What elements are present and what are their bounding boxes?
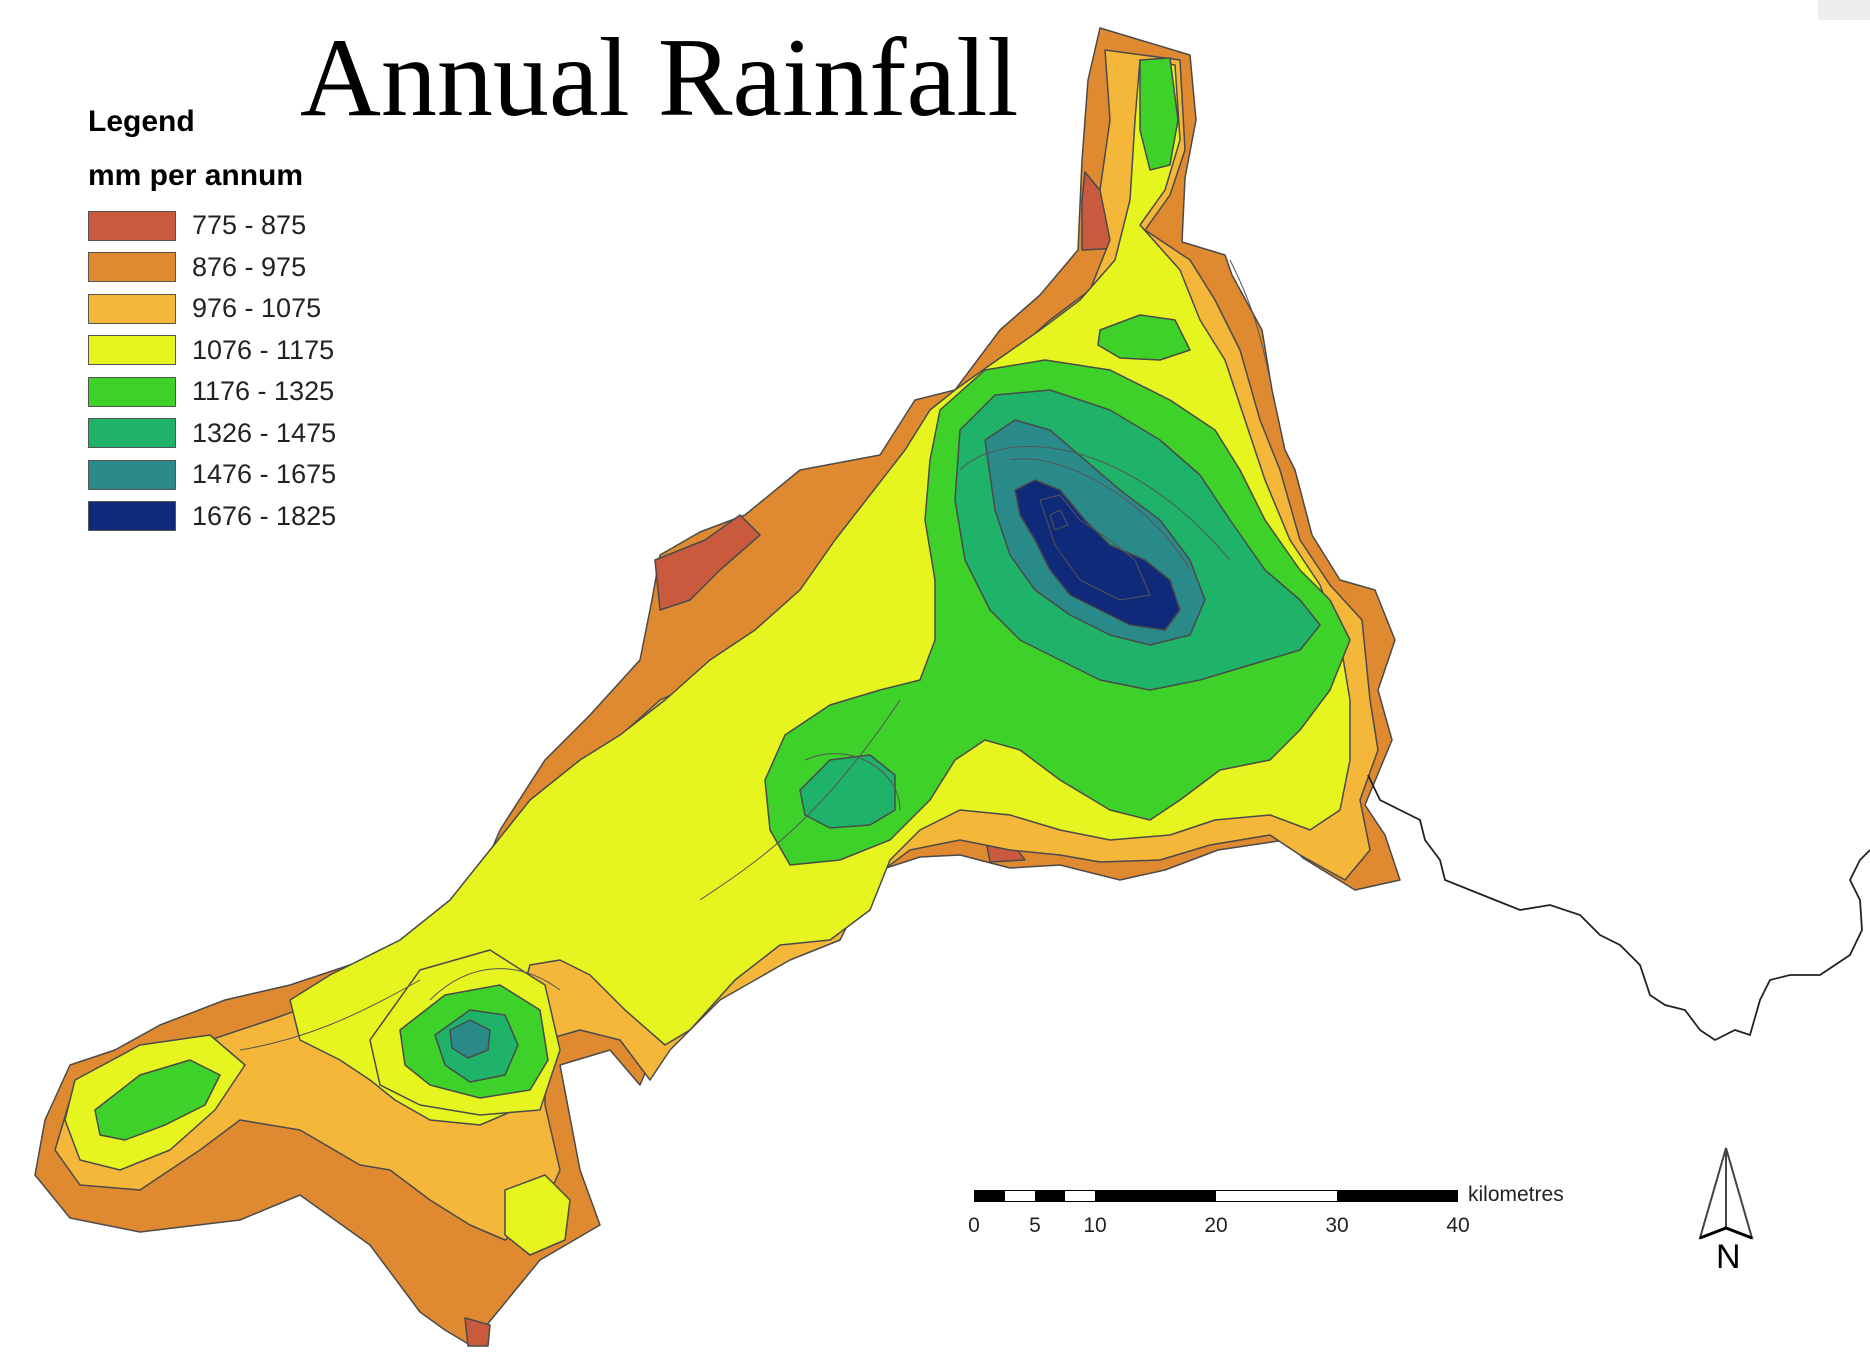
zone-1176-1325 [94,1059,221,1141]
zone-1176-1325 [1139,57,1179,171]
legend-swatch [88,335,176,366]
legend-item: 1176 - 1325 [88,371,336,413]
legend-label: 1176 - 1325 [192,376,335,407]
legend-label: 1676 - 1825 [192,500,337,531]
legend-swatch [88,376,176,407]
legend-item: 1076 - 1175 [88,330,336,372]
legend-item: 876 - 975 [88,247,336,289]
legend-heading: Legend [88,105,195,138]
legend-swatch [88,501,176,532]
legend-item: 775 - 875 [88,205,336,247]
scale-tick: 10 [1083,1214,1107,1237]
scale-tick: 5 [1029,1214,1041,1237]
zone-1326-1475 [799,754,896,829]
legend-item: 976 - 1075 [88,288,336,330]
scale-bar: 0 5 10 20 30 40 kilometres [968,1183,1592,1256]
zone-775-875 [464,1317,491,1347]
north-arrow-icon [1698,1147,1754,1240]
neighbor-coastline [1367,774,1870,1042]
zone-1076-1175 [504,1174,571,1256]
zone-1176-1325 [1097,314,1191,361]
scale-tick: 40 [1446,1214,1470,1237]
legend-item: 1676 - 1825 [88,496,336,538]
legend-swatch [88,252,176,283]
legend-label: 775 - 875 [192,210,307,241]
zone-1676-1825 [1014,479,1181,631]
legend-swatch [88,459,176,490]
map-title: Annual Rainfall [300,16,1019,140]
zone-775-875 [654,514,761,611]
legend-item: 1476 - 1675 [88,454,336,496]
zone-1476-1675 [449,1019,491,1059]
legend: Legend mm per annum 775 - 875 876 - 975 … [88,105,336,537]
corner-tab [1818,0,1870,20]
north-label: N [1716,1238,1741,1276]
legend-label: 1326 - 1475 [192,417,337,448]
legend-label: 1076 - 1175 [192,334,335,365]
legend-swatch [88,293,176,324]
legend-unit: mm per annum [88,159,304,192]
scale-unit: kilometres [1468,1183,1564,1206]
legend-label: 1476 - 1675 [192,459,337,490]
scale-tick: 0 [968,1214,980,1237]
scale-tick: 30 [1325,1214,1349,1237]
scale-tick: 20 [1204,1214,1228,1237]
scale-track [974,1190,1458,1202]
legend-swatch [88,418,176,449]
legend-label: 976 - 1075 [192,293,322,324]
legend-label: 876 - 975 [192,251,307,282]
legend-item: 1326 - 1475 [88,413,336,455]
legend-swatch [88,210,176,241]
